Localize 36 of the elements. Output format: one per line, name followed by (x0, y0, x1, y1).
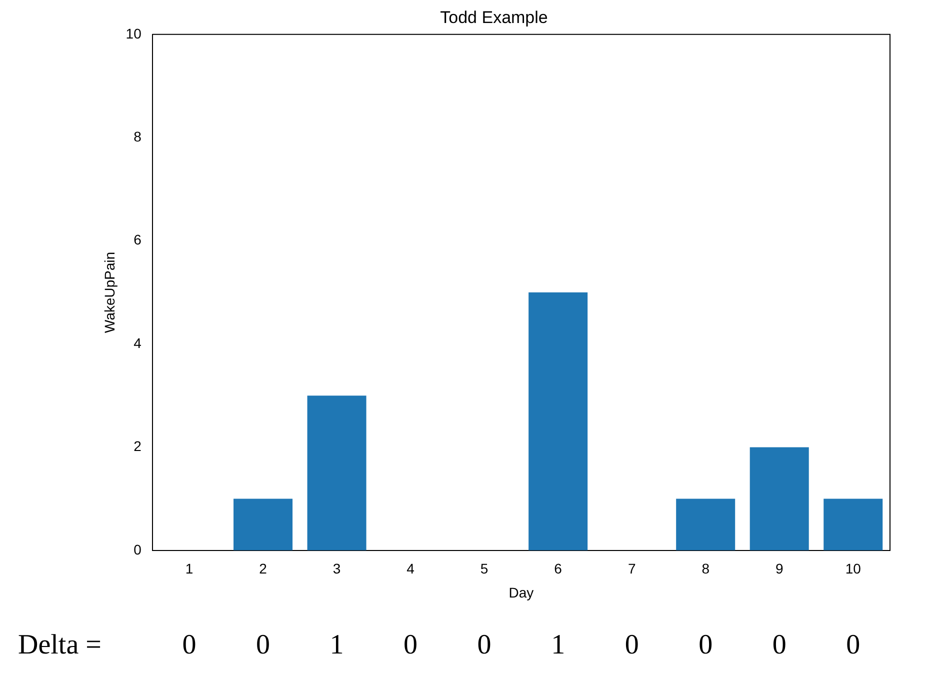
y-tick-label: 0 (134, 541, 142, 558)
text: 0 (256, 629, 270, 660)
text: 0 (624, 629, 639, 660)
x-tick-label: 6 (554, 560, 562, 577)
x-axis-title: Day (508, 584, 534, 600)
text: 0 (698, 629, 713, 660)
x-tick-label: 1 (185, 560, 194, 577)
text: 0 (772, 629, 786, 660)
text: 1 (551, 629, 566, 660)
y-tick-label: 8 (134, 128, 142, 144)
x-tick-label: 10 (845, 560, 862, 577)
y-tick-label: 6 (134, 232, 142, 248)
bar (528, 292, 588, 550)
y-axis-title: WakeUpPain (101, 252, 118, 333)
text: 0 (404, 629, 418, 660)
bar (676, 498, 736, 550)
x-tick-label: 9 (775, 560, 784, 577)
y-tick-label: 10 (126, 25, 142, 42)
x-tick-label: 8 (702, 560, 710, 577)
bar (750, 447, 809, 550)
x-tick-label: 2 (259, 560, 268, 577)
bar (234, 498, 293, 550)
bar (307, 396, 366, 550)
chart-title: Todd Example (440, 8, 548, 27)
x-tick-label: 7 (628, 560, 636, 577)
x-tick-label: 3 (332, 560, 341, 577)
text: 1 (330, 629, 344, 660)
text: Delta = (18, 629, 102, 660)
text: 0 (182, 629, 196, 660)
bar (824, 498, 883, 550)
x-tick-label: 4 (406, 560, 415, 577)
text: 0 (477, 629, 492, 660)
y-tick-label: 2 (134, 438, 142, 454)
x-tick-label: 5 (480, 560, 488, 577)
text: 0 (846, 629, 860, 660)
y-tick-label: 4 (134, 334, 142, 351)
